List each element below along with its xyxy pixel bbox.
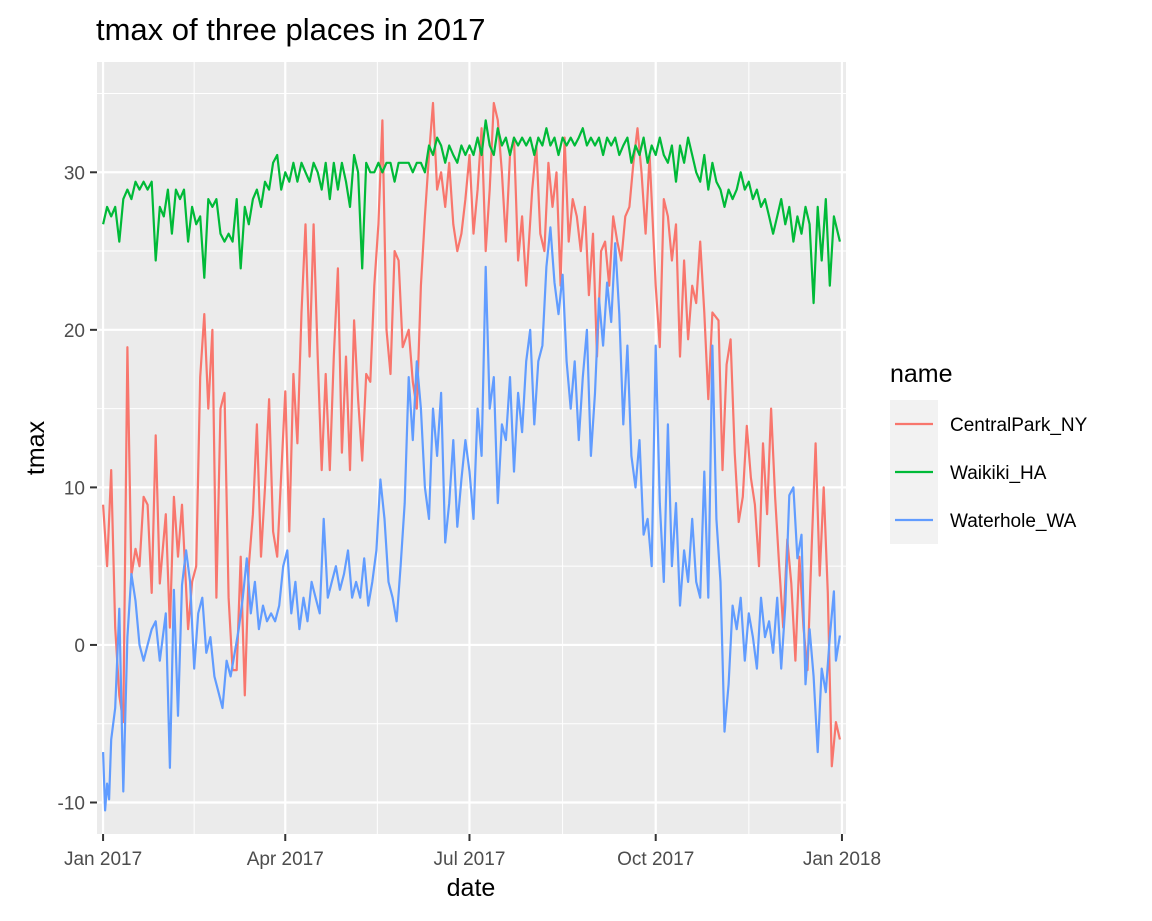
legend-title: name [890, 360, 953, 388]
y-tick-label: 10 [64, 478, 85, 499]
x-tick-label: Jul 2017 [434, 849, 506, 870]
legend-label: Waterhole_WA [950, 511, 1077, 532]
legend: name CentralPark_NY Waikiki_HA Waterhole_W… [890, 360, 1088, 544]
chart-title: tmax of three places in 2017 [96, 12, 485, 47]
series-layer [102, 101, 841, 812]
y-axis: -10 0 10 20 30 [58, 163, 97, 814]
x-axis-title: date [447, 874, 496, 902]
y-tick-label: 0 [74, 636, 85, 657]
y-tick-label: 30 [64, 163, 85, 184]
x-tick-label: Jan 2018 [803, 849, 881, 870]
series-line-waterhole-wa [102, 226, 841, 812]
x-axis: Jan 2017 Apr 2017 Jul 2017 Oct 2017 Jan 2018 [64, 834, 881, 870]
x-tick-label: Apr 2017 [247, 849, 324, 870]
legend-label: CentralPark_NY [950, 415, 1088, 436]
legend-label: Waikiki_HA [950, 463, 1047, 484]
x-tick-label: Jan 2017 [64, 849, 142, 870]
series-line-waikiki-ha [102, 119, 841, 305]
series-line-centralpark-ny [102, 101, 841, 768]
y-tick-label: -10 [58, 793, 85, 814]
y-tick-label: 20 [64, 321, 85, 342]
x-tick-label: Oct 2017 [617, 849, 694, 870]
y-axis-title: tmax [22, 420, 50, 475]
